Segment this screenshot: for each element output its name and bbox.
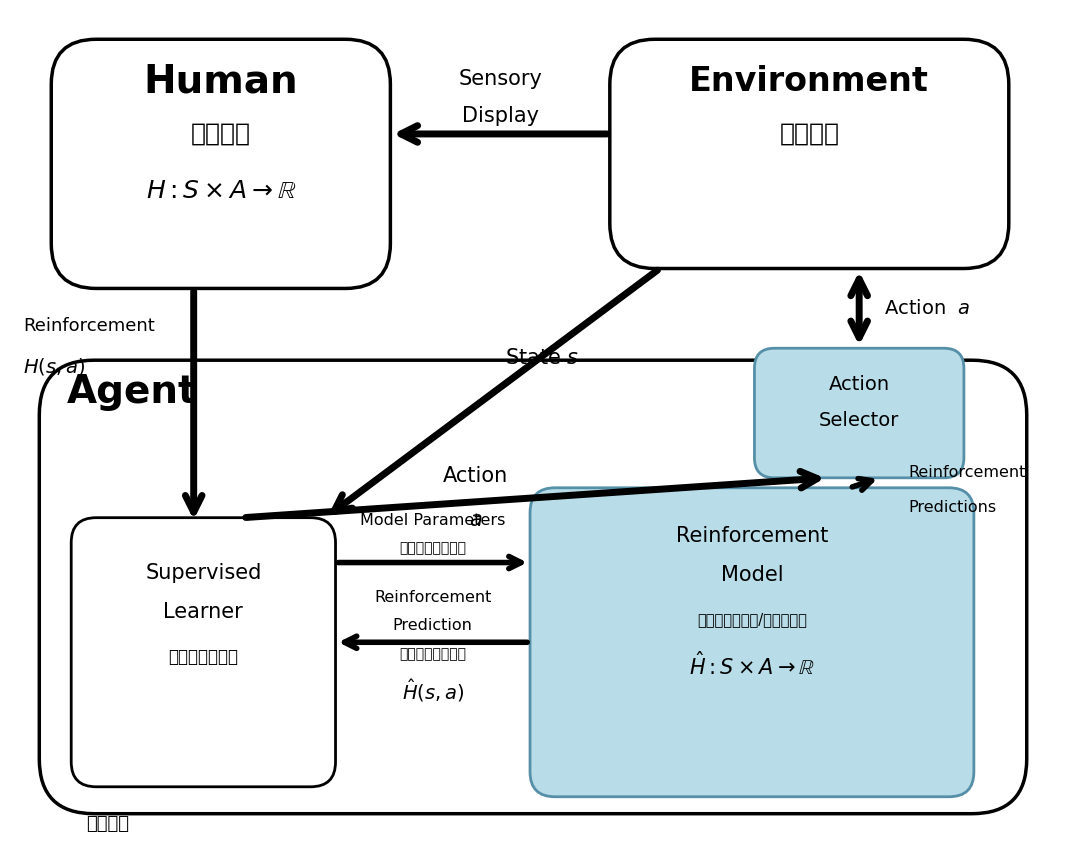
Text: （有监督学习）: （有监督学习） [168,648,239,666]
FancyBboxPatch shape [71,518,336,787]
Text: （模型参数更新）: （模型参数更新） [400,541,467,556]
Text: $a$: $a$ [469,510,483,529]
Text: （环境）: （环境） [780,122,839,146]
Text: $H(s,a)$: $H(s,a)$ [24,356,85,377]
Text: Human: Human [144,62,298,100]
Text: Learner: Learner [163,603,243,622]
Text: State $s$: State $s$ [505,348,580,368]
Text: Model: Model [720,566,783,586]
Text: （人类）: （人类） [191,122,251,146]
Text: Reinforcement: Reinforcement [908,465,1025,481]
Text: Action: Action [828,374,890,394]
Text: $\hat{H}:S\times A\rightarrow\mathbb{R}$: $\hat{H}:S\times A\rightarrow\mathbb{R}$ [689,652,815,679]
Text: Action: Action [443,466,509,486]
Text: Agent: Agent [67,373,198,411]
Text: Sensory: Sensory [458,69,542,89]
Text: Model Parameters: Model Parameters [360,513,505,529]
Text: Reinforcement: Reinforcement [676,526,828,545]
FancyBboxPatch shape [755,348,964,478]
Text: $H:S\times A\rightarrow\mathbb{R}$: $H:S\times A\rightarrow\mathbb{R}$ [146,179,296,203]
FancyBboxPatch shape [530,488,974,797]
Text: Predictions: Predictions [908,500,996,515]
Text: $\hat{H}(s,a)$: $\hat{H}(s,a)$ [402,677,464,704]
Text: 陈巍谈芯: 陈巍谈芯 [86,814,130,833]
Text: （强化学习预测）: （强化学习预测） [400,647,467,661]
Text: Environment: Environment [689,65,929,98]
Text: Reinforcement: Reinforcement [24,317,156,336]
Text: Action  $a$: Action $a$ [885,299,971,318]
Text: （强化学习模型/奖励模型）: （强化学习模型/奖励模型） [697,612,807,627]
FancyBboxPatch shape [610,40,1009,269]
FancyBboxPatch shape [51,40,390,288]
FancyBboxPatch shape [39,360,1027,813]
Text: Display: Display [461,106,539,126]
Text: Supervised: Supervised [145,562,261,583]
Text: Prediction: Prediction [393,618,473,633]
Text: Selector: Selector [819,411,900,429]
Text: Reinforcement: Reinforcement [374,590,491,605]
